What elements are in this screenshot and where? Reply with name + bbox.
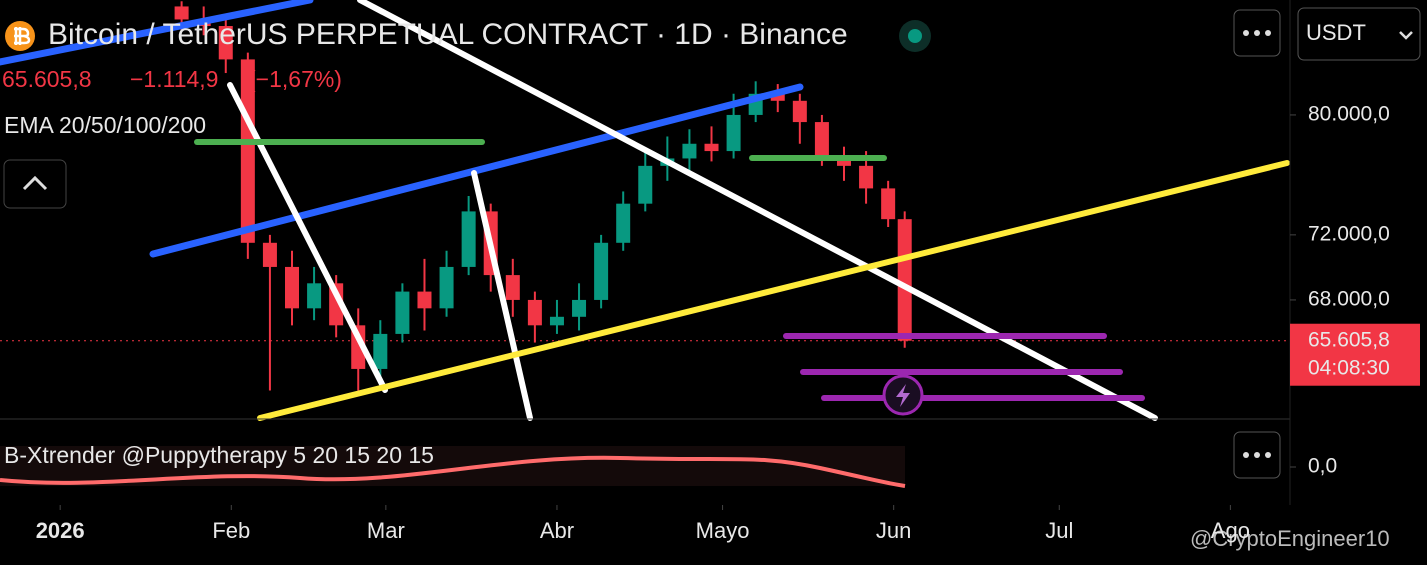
currency-label: USDT: [1306, 20, 1366, 45]
candle-body: [814, 122, 829, 159]
candle-body: [373, 333, 388, 369]
candle-body: [792, 100, 807, 123]
indicator-label: EMA 20/50/100/200: [4, 112, 206, 138]
candle-body: [836, 158, 851, 166]
trend-line: [227, 82, 388, 393]
candle-body: [704, 143, 719, 152]
collapse-button[interactable]: [3, 159, 67, 209]
x-tick-label: Abr: [540, 518, 574, 543]
currency-dropdown[interactable]: [1297, 7, 1421, 61]
candle-body: [461, 211, 476, 267]
candle-body: [859, 165, 874, 189]
candle-body: [262, 242, 277, 267]
last-price-label: 65.605,8: [1308, 328, 1390, 351]
candle-body: [505, 275, 520, 300]
candle-body: [881, 188, 896, 220]
candle-body: [240, 59, 255, 243]
y-tick-label: 72.000,0: [1308, 222, 1390, 245]
x-tick-label: Mayo: [696, 518, 750, 543]
x-tick-label: Ago: [1211, 518, 1250, 543]
candle-body: [329, 283, 344, 326]
more-icon: [1243, 452, 1271, 458]
candle-body: [218, 26, 233, 60]
last-price-tag: [1290, 323, 1420, 386]
alert-glyph: [896, 384, 910, 407]
candle-body: [572, 299, 587, 317]
y2-tick-label: 0,0: [1308, 455, 1337, 478]
trend-line: [257, 160, 1290, 421]
candle-body: [395, 291, 410, 334]
trend-line: [149, 83, 804, 258]
trend-line: [0, 0, 314, 66]
oscillator-label: B-Xtrender @Puppytherapy 5 20 15 20 15: [4, 442, 434, 468]
header-change: −1.114,9: [130, 66, 218, 92]
y-tick-label: 80.000,0: [1308, 102, 1390, 125]
candle-body: [527, 299, 542, 326]
x-tick-label: Mar: [367, 518, 405, 543]
x-tick-label: 2026: [36, 518, 85, 543]
header-change-pct: (−1,67%): [248, 66, 342, 92]
candle-body: [549, 316, 564, 326]
candle-body: [307, 283, 322, 309]
candle-body: [682, 143, 697, 159]
header-price: 65.605,8: [2, 66, 92, 92]
oscillator-line: [0, 455, 906, 488]
x-tick-label: Jul: [1045, 518, 1073, 543]
plot-area: [0, 1, 1290, 391]
trend-line: [471, 170, 533, 421]
drawings: [0, 0, 1290, 421]
candle-body: [417, 291, 432, 309]
candle-body: [439, 266, 454, 309]
candle-body: [897, 219, 912, 341]
candle-body: [174, 6, 189, 20]
candle-body: [726, 114, 741, 152]
candle-body: [616, 203, 631, 243]
collapse-icon: [22, 175, 48, 191]
countdown-label: 04:08:30: [1308, 356, 1390, 379]
chart-title: Bitcoin / TetherUS PERPETUAL CONTRACT · …: [48, 18, 848, 51]
x-tick-label: Jun: [876, 518, 911, 543]
watermark: @CryptoEngineer10: [1190, 526, 1390, 551]
candle-body: [594, 242, 609, 300]
y-tick-label: 68.000,0: [1308, 287, 1390, 310]
status-dot: [908, 29, 922, 43]
x-tick-label: Feb: [212, 518, 250, 543]
trend-line: [357, 0, 1158, 421]
candle-body: [285, 266, 300, 309]
more-icon: [1243, 30, 1271, 36]
coin-glyph: [14, 27, 31, 45]
candle-body: [638, 165, 653, 204]
dropdown-chevron: [1399, 31, 1413, 40]
candle-body: [770, 93, 785, 101]
